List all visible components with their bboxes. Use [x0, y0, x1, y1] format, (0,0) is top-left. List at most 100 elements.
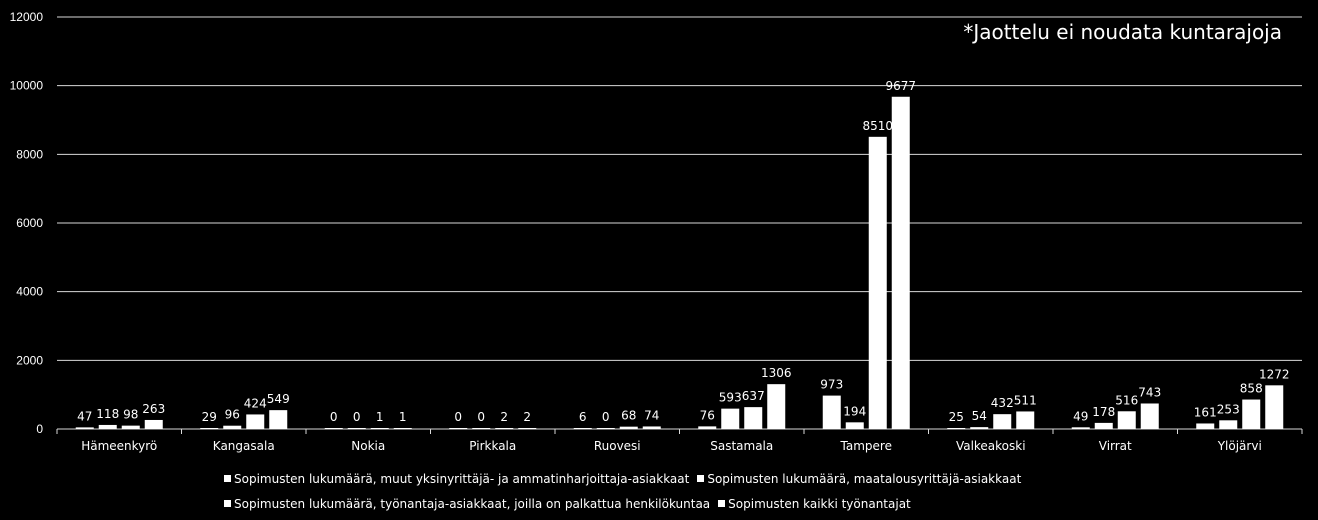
y-tick-label: 10000 — [10, 79, 44, 93]
data-label: 29 — [202, 410, 217, 424]
data-label: 424 — [244, 396, 267, 410]
data-label: 973 — [820, 378, 843, 392]
data-label: 1306 — [761, 366, 792, 380]
bar — [347, 428, 366, 429]
legend-item-series-1: Sopimusten lukumäärä, muut yksinyrittäjä… — [224, 472, 689, 486]
bar — [1196, 423, 1215, 429]
data-label: 858 — [1240, 382, 1263, 396]
bar — [223, 425, 242, 429]
data-label: 2 — [500, 410, 508, 424]
legend-item-series-4: Sopimusten kaikki työnantajat — [718, 497, 911, 511]
data-label: 743 — [1138, 385, 1161, 399]
bar — [144, 419, 163, 429]
data-label: 49 — [1073, 409, 1088, 423]
data-label: 432 — [991, 396, 1014, 410]
data-label: 9677 — [885, 79, 916, 93]
legend-swatch — [697, 475, 705, 482]
y-tick-label: 6000 — [16, 216, 43, 230]
y-tick-label: 8000 — [16, 147, 43, 161]
data-label: 1 — [399, 410, 407, 424]
x-tick-label: Nokia — [351, 439, 385, 453]
data-label: 0 — [477, 410, 485, 424]
y-tick-label: 12000 — [10, 10, 44, 24]
data-label: 76 — [700, 408, 715, 422]
bar — [1242, 399, 1261, 429]
bar — [324, 428, 343, 429]
x-tick-label: Valkeakoski — [956, 439, 1026, 453]
bar — [393, 428, 412, 429]
data-label: 1 — [376, 410, 384, 424]
bar — [121, 425, 140, 429]
bar — [698, 426, 717, 429]
legend: Sopimusten lukumäärä, muut yksinyrittäjä… — [224, 466, 1124, 516]
bar — [472, 428, 491, 429]
data-label: 593 — [719, 391, 742, 405]
y-tick-label: 0 — [36, 422, 43, 436]
bar — [1265, 385, 1284, 429]
bar — [744, 407, 763, 429]
data-label: 1272 — [1259, 367, 1290, 381]
data-label: 549 — [267, 392, 290, 406]
data-label: 0 — [454, 410, 462, 424]
bar — [1219, 420, 1238, 429]
legend-item-series-3: Sopimusten lukumäärä, työnantaja-asiakka… — [224, 497, 710, 511]
y-tick-label: 4000 — [16, 285, 43, 299]
x-tick-label: Tampere — [840, 439, 892, 453]
bar — [721, 408, 740, 429]
x-tick-label: Kangasala — [213, 439, 275, 453]
legend-label: Sopimusten lukumäärä, maatalousyrittäjä-… — [707, 471, 1022, 486]
legend-label: Sopimusten kaikki työnantajat — [728, 496, 911, 511]
legend-item-series-2: Sopimusten lukumäärä, maatalousyrittäjä-… — [697, 472, 1021, 486]
bar — [1094, 422, 1113, 429]
bar — [200, 428, 219, 429]
x-tick-label: Virrat — [1099, 439, 1132, 453]
chart-note: *Jaottelu ei noudata kuntarajoja — [963, 20, 1282, 44]
data-label: 47 — [77, 409, 92, 423]
bar — [868, 136, 887, 429]
bar — [993, 414, 1012, 429]
x-tick-label: Ruovesi — [594, 439, 641, 453]
data-label: 0 — [602, 410, 610, 424]
data-label: 6 — [579, 410, 587, 424]
bar — [619, 426, 638, 429]
x-tick-label: Ylöjärvi — [1217, 439, 1262, 453]
data-label: 96 — [225, 408, 240, 422]
data-label: 194 — [843, 404, 866, 418]
data-label: 253 — [1217, 402, 1240, 416]
legend-swatch — [718, 500, 726, 507]
bar — [449, 428, 468, 429]
y-tick-label: 2000 — [16, 353, 43, 367]
bar — [947, 428, 966, 429]
data-label: 0 — [330, 410, 338, 424]
data-label: 516 — [1115, 393, 1138, 407]
data-label: 8510 — [862, 119, 893, 133]
bar — [246, 414, 265, 429]
bar — [767, 384, 786, 429]
data-label: 98 — [123, 408, 138, 422]
data-label: 0 — [353, 410, 361, 424]
bar — [1140, 403, 1159, 429]
bar — [642, 426, 661, 429]
bar — [845, 422, 864, 429]
data-label: 161 — [1194, 405, 1217, 419]
data-label: 74 — [644, 408, 659, 422]
bar — [1117, 411, 1136, 429]
data-label: 637 — [742, 389, 765, 403]
bar — [970, 427, 989, 429]
data-label: 263 — [142, 402, 165, 416]
bar — [822, 395, 841, 429]
data-label: 68 — [621, 409, 636, 423]
data-label: 2 — [523, 410, 531, 424]
x-tick-label: Hämeenkyrö — [81, 439, 157, 453]
bar — [495, 428, 514, 429]
data-label: 178 — [1092, 405, 1115, 419]
bar — [1016, 411, 1035, 429]
bar — [891, 96, 910, 429]
legend-label: Sopimusten lukumäärä, muut yksinyrittäjä… — [234, 471, 690, 486]
bar — [370, 428, 389, 429]
x-tick-label: Pirkkala — [469, 439, 516, 453]
legend-swatch — [224, 475, 231, 482]
x-tick-label: Sastamala — [710, 439, 773, 453]
bar — [75, 427, 94, 429]
